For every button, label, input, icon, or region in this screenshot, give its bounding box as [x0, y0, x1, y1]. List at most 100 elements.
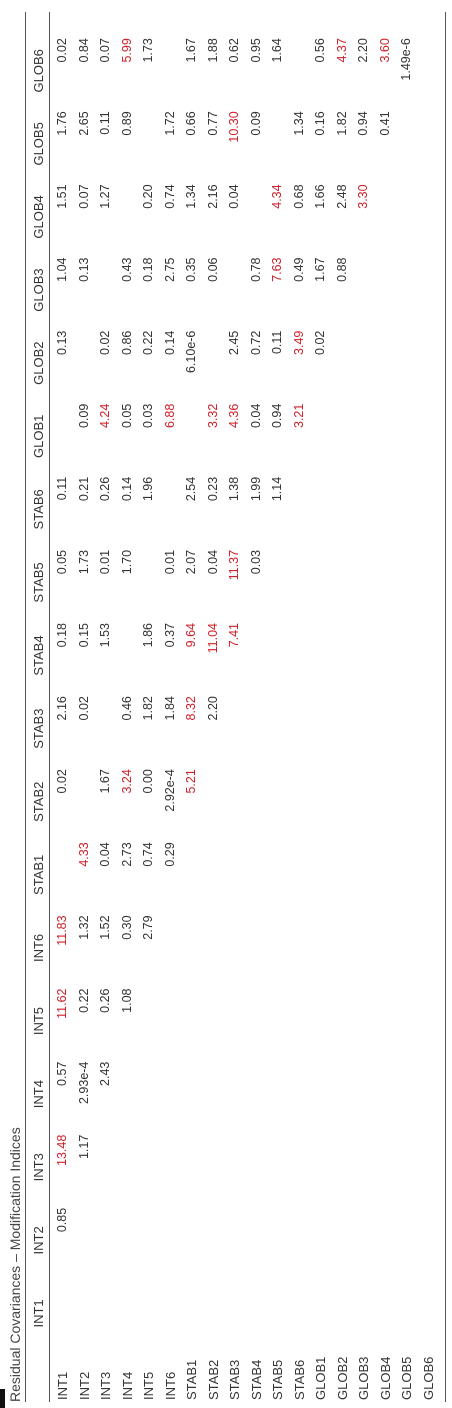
table-cell: 2.54	[184, 476, 198, 502]
table-cell: 0.89	[119, 111, 134, 136]
table-cell: 0.95	[248, 38, 263, 63]
table-cell: 0.77	[205, 111, 220, 136]
table-cell: 11.62	[55, 988, 69, 1019]
table-cell: 1.34	[184, 184, 198, 209]
bottom-rule	[445, 12, 446, 1402]
row-label: GLOB5	[399, 1356, 414, 1400]
row-label: GLOB3	[356, 1356, 371, 1400]
table-cell: 4.33	[76, 842, 91, 867]
row-label: GLOB6	[420, 1356, 436, 1400]
table-cell: 2.45	[227, 330, 241, 355]
table-cell: 2.43	[98, 1061, 112, 1086]
table-cell: 1.27	[98, 184, 112, 209]
column-header: STAB4	[31, 635, 46, 676]
table-cell: 0.72	[248, 330, 263, 355]
table-cell: 2.07	[184, 549, 198, 575]
row-label: GLOB4	[377, 1356, 393, 1400]
table-cell: 0.57	[55, 1061, 69, 1086]
table-cell: 0.01	[162, 549, 177, 575]
table-cell: 0.02	[76, 696, 91, 721]
column-header: STAB3	[31, 708, 46, 749]
column-header: INT2	[31, 1226, 46, 1255]
table-cell: 0.74	[162, 184, 177, 209]
table-cell: 1.99	[248, 476, 263, 502]
row-label: STAB6	[291, 1359, 307, 1400]
table-cell: 1.86	[141, 623, 155, 648]
table-cell: 2.75	[162, 257, 177, 282]
table-cell: 9.64	[184, 623, 198, 648]
top-rule	[25, 12, 26, 1402]
table-cell: 0.78	[248, 257, 263, 282]
table-cell: 2.65	[76, 111, 91, 136]
table-cell: 0.13	[55, 330, 69, 355]
table-cell: 5.99	[119, 38, 134, 63]
column-header: INT3	[31, 1153, 46, 1182]
table-cell: 2.16	[205, 184, 220, 209]
table-cell: 4.37	[334, 38, 349, 63]
table-cell: 0.02	[55, 38, 69, 63]
table-cell: 0.02	[98, 330, 112, 355]
table-cell: 8.32	[184, 696, 198, 721]
table-cell: 0.04	[205, 549, 220, 575]
table-cell: 1.04	[55, 257, 69, 282]
row-label: STAB2	[205, 1359, 221, 1400]
table-cell: 0.22	[76, 988, 91, 1013]
column-header: INT6	[31, 933, 46, 963]
table-cell: 6.10e-6	[184, 330, 198, 374]
table-cell: 11.37	[227, 549, 241, 581]
table-cell: 4.36	[227, 403, 241, 429]
table-cell: 0.03	[248, 549, 263, 575]
table-cell: 0.29	[162, 842, 177, 867]
row-label: INT1	[55, 1371, 70, 1400]
table-cell: 1.52	[98, 915, 112, 940]
table-cell: 1.72	[162, 111, 177, 136]
table-cell: 0.11	[270, 330, 284, 355]
table-cell: 0.66	[184, 111, 198, 136]
table-cell: 1.70	[119, 549, 134, 575]
table-cell: 1.96	[141, 476, 155, 502]
column-header: INT4	[31, 1080, 46, 1109]
table-cell: 2.20	[356, 38, 370, 63]
column-header: GLOB3	[31, 268, 46, 312]
table-cell: 0.09	[248, 111, 263, 136]
table-cell: 7.63	[270, 257, 284, 282]
table-cell: 0.07	[98, 38, 112, 63]
column-header: GLOB4	[31, 195, 46, 239]
table-cell: 0.04	[227, 184, 241, 209]
table-cell: 4.24	[98, 403, 112, 429]
row-label: STAB1	[184, 1359, 199, 1400]
table-cell: 0.49	[291, 257, 306, 282]
table-cell: 0.26	[98, 988, 112, 1013]
table-cell: 0.94	[356, 111, 370, 136]
page-edge-marker	[0, 1389, 5, 1408]
table-cell: 2.93e-4	[76, 1061, 91, 1105]
table-cell: 1.14	[270, 476, 284, 502]
row-label: INT2	[76, 1371, 92, 1400]
column-header: STAB5	[31, 562, 46, 603]
table-cell: 0.06	[205, 257, 220, 282]
table-cell: 1.64	[270, 38, 284, 63]
table-cell: 0.07	[76, 184, 91, 209]
table-cell: 0.84	[76, 38, 91, 63]
table-cell: 1.66	[313, 184, 327, 209]
table-cell: 0.03	[141, 403, 155, 429]
table-cell: 0.74	[141, 842, 155, 867]
table-cell: 3.24	[119, 769, 134, 794]
table-cell: 1.32	[76, 915, 91, 940]
table-cell: 1.08	[119, 988, 134, 1013]
column-header: STAB1	[31, 854, 46, 895]
table-cell: 3.21	[291, 403, 306, 429]
table-cell: 0.22	[141, 330, 155, 355]
column-header: STAB6	[31, 489, 46, 530]
table-cell: 0.94	[270, 403, 284, 429]
table-cell: 11.83	[55, 915, 69, 946]
table-cell: 0.15	[76, 623, 91, 648]
table-cell: 1.67	[313, 257, 327, 282]
table-cell: 0.85	[55, 1207, 69, 1233]
table-cell: 4.34	[270, 184, 284, 209]
table-cell: 0.01	[98, 549, 112, 575]
table-cell: 0.09	[76, 403, 91, 429]
table-cell: 1.17	[76, 1134, 91, 1160]
table-cell: 3.30	[356, 184, 370, 209]
